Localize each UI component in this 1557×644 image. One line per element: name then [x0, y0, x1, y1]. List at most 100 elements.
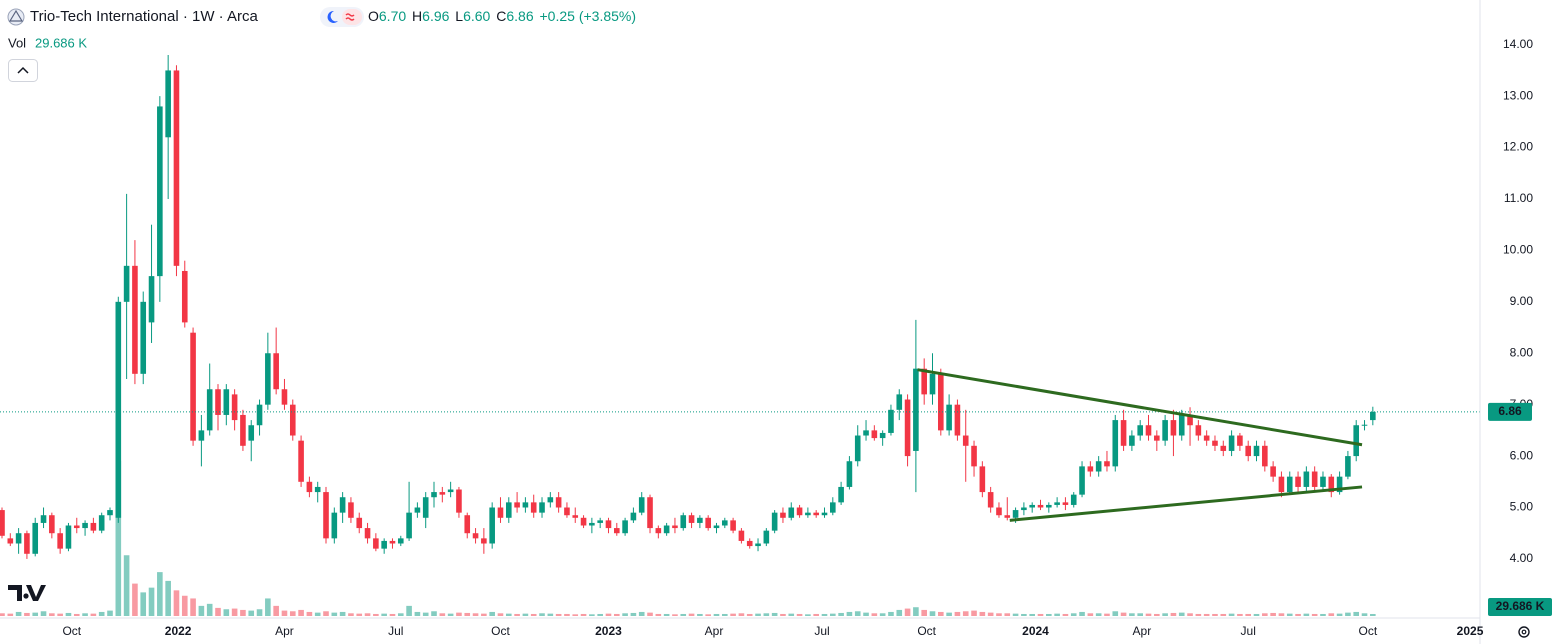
candle-body [863, 430, 869, 436]
candle-body [1320, 476, 1326, 487]
volume-bar [1095, 613, 1102, 616]
candle-body [389, 540, 396, 544]
volume-bar [1345, 612, 1351, 616]
candle-body [1079, 466, 1085, 495]
candle-body [1262, 445, 1268, 467]
volume-bar [979, 611, 986, 616]
x-tick-label: Oct [1359, 624, 1378, 638]
candle-body [1062, 502, 1069, 505]
candle-body [273, 353, 279, 390]
volume-bar [1320, 613, 1326, 616]
candle-body [1112, 420, 1119, 467]
candle-body [655, 528, 662, 534]
volume-bar [1328, 613, 1335, 616]
candle-body [373, 538, 379, 549]
candle-body [314, 486, 321, 493]
candle-body [605, 520, 612, 529]
volume-bar [98, 611, 105, 616]
x-tick-label: Jul [1241, 624, 1256, 638]
volume-bar [489, 611, 495, 616]
candle-body [572, 515, 579, 518]
candle-body [630, 512, 637, 521]
candle-body [1203, 435, 1210, 441]
volume-bar [705, 614, 711, 616]
candle-body [597, 520, 603, 523]
candle-body [489, 507, 495, 544]
volume-bar [356, 613, 363, 616]
trend-line [1009, 485, 1363, 522]
volume-bar [572, 614, 579, 616]
volume-bar [755, 613, 761, 616]
candle-body [1345, 456, 1351, 477]
delayed-icon [345, 13, 355, 21]
x-tick-label: 2023 [595, 624, 622, 638]
candle-body [821, 512, 828, 516]
candle-body [1220, 445, 1227, 451]
candle-body [1245, 445, 1252, 457]
volume-bar [830, 613, 836, 616]
volume-bar [1104, 613, 1110, 616]
candle-body [763, 530, 770, 544]
collapse-button[interactable] [8, 59, 38, 82]
volume-bar [938, 611, 944, 616]
volume-bar [896, 609, 903, 616]
candle-body [1187, 414, 1193, 426]
candle-body [954, 404, 961, 436]
volume-bar [1262, 613, 1268, 616]
volume-bar [746, 613, 753, 616]
volume-bar [838, 612, 844, 616]
candle-body [505, 502, 512, 518]
volume-bar [505, 613, 512, 616]
candle-body [422, 497, 429, 518]
candle-body [1037, 504, 1044, 508]
volume-bar [738, 613, 745, 616]
candle-body [1137, 425, 1143, 436]
volume-bar [306, 611, 313, 616]
tv-logo[interactable] [8, 585, 46, 601]
volume-bar [181, 595, 188, 616]
candle-body [1178, 414, 1185, 436]
candle-body [514, 502, 520, 508]
volume-bar [15, 611, 22, 616]
ohlc-legend: O6.70 H6.96 L6.60 C6.86 +0.25 (+3.85%) [368, 8, 636, 24]
volume-bar [962, 611, 969, 616]
candle-body [755, 543, 761, 547]
volume-bar [65, 612, 72, 616]
symbol-title[interactable]: Trio-Tech International · 1W · Arca [30, 8, 259, 25]
x-tick-label: Apr [705, 624, 724, 638]
x-tick-label: Oct [491, 624, 510, 638]
candle-body [530, 502, 537, 513]
candle-body [1328, 476, 1335, 493]
volume-bar [497, 613, 504, 616]
candle-body [215, 389, 221, 415]
volume-bar [165, 580, 171, 616]
candle-body [140, 301, 147, 374]
volume-bar [597, 613, 603, 616]
volume-bar [206, 603, 213, 616]
volume-bar [539, 613, 545, 616]
candle-body [248, 425, 255, 441]
volume-bar [589, 614, 595, 616]
volume-bar [1129, 613, 1135, 616]
volume-bar [7, 613, 14, 616]
legend-key: C [496, 8, 506, 24]
candle-body [173, 70, 180, 266]
volume-bar [1145, 613, 1152, 616]
volume-bar [1112, 611, 1119, 616]
volume-bar [240, 609, 246, 616]
candle-body [771, 512, 778, 531]
volume-bar [231, 608, 238, 616]
volume-bar [1361, 613, 1368, 616]
candle-body [165, 70, 171, 138]
settings-icon [1521, 629, 1527, 635]
settings-icon[interactable] [1518, 626, 1530, 638]
candle-body [281, 389, 288, 405]
candle-body [456, 489, 462, 513]
candle-body [1129, 435, 1135, 446]
candle-body [198, 430, 205, 441]
candle-body [904, 399, 911, 457]
volume-bar [1029, 613, 1035, 616]
volume-bar [879, 613, 886, 616]
volume-bar [805, 614, 811, 616]
volume-bar [323, 611, 329, 616]
